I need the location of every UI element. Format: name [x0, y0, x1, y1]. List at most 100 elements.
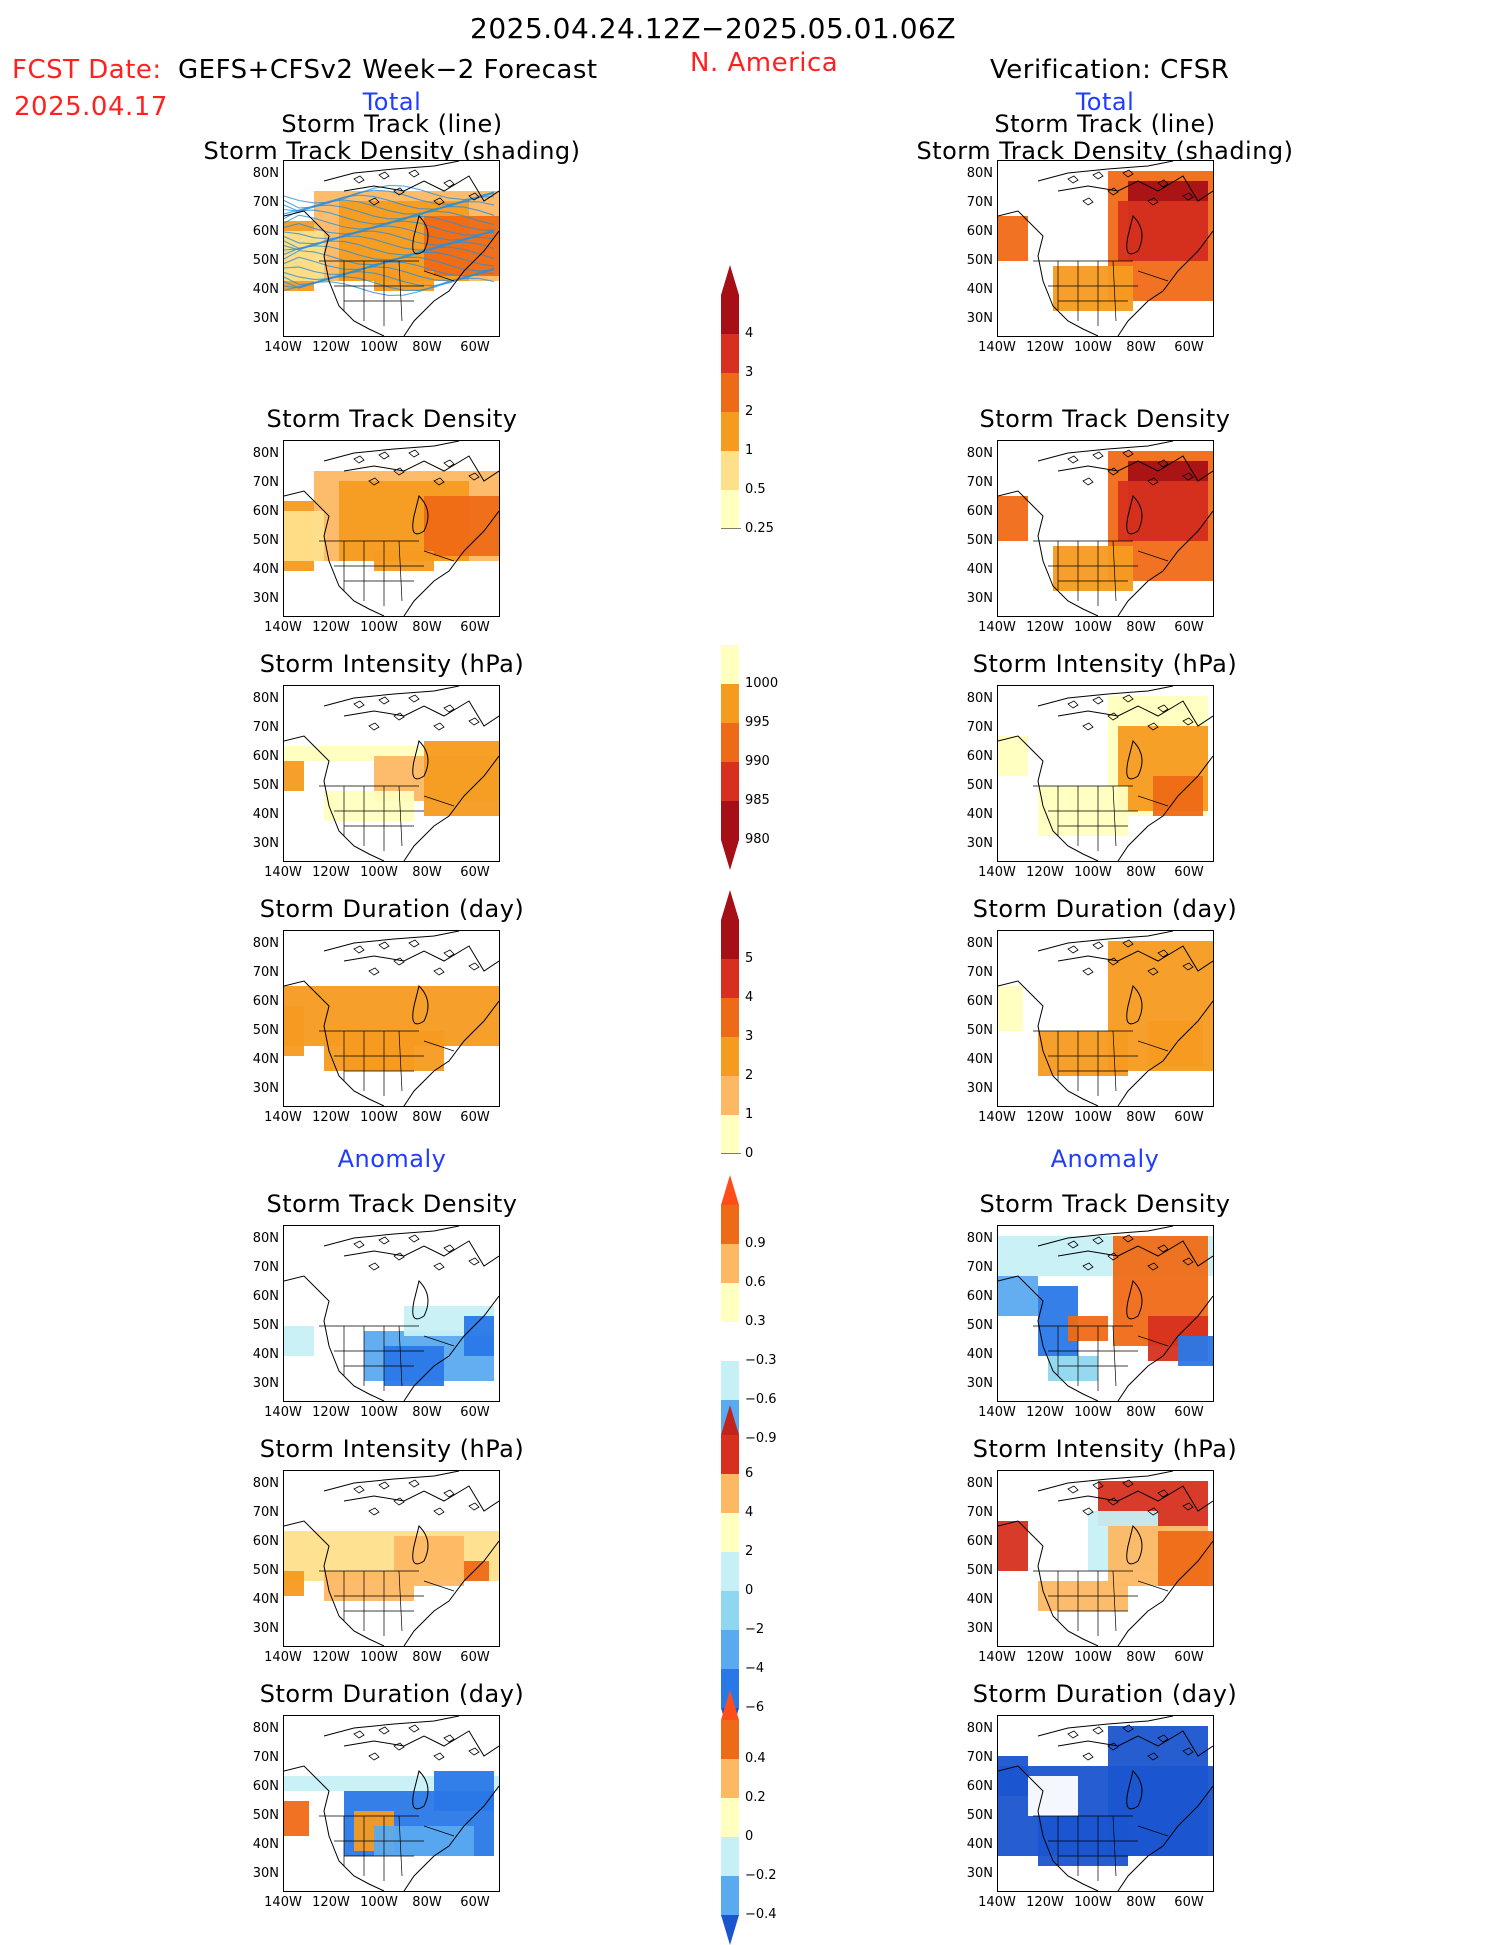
lon-tick-label: 100W [1074, 340, 1112, 355]
storm-track-line [284, 196, 495, 215]
lat-tick-label: 70N [252, 1260, 279, 1275]
shading-cell [324, 791, 414, 821]
lat-tick-label: 40N [252, 807, 279, 822]
lat-tick-label: 80N [966, 446, 993, 461]
lat-tick-label: 70N [252, 720, 279, 735]
island-outline [1182, 472, 1194, 481]
colorbar-tick-label: 0.6 [745, 1275, 766, 1290]
section-anomaly-left: Anomaly [337, 1145, 447, 1173]
storm-track-density-anomaly-forecast-title: Storm Track Density [266, 1190, 518, 1218]
colorbar-segment [721, 1076, 739, 1115]
lon-tick-label: 140W [264, 1110, 302, 1125]
colorbar-segment [721, 1798, 739, 1837]
lon-tick-label: 140W [978, 340, 1016, 355]
lat-tick-label: 60N [252, 749, 279, 764]
section-total-left: Total [362, 88, 422, 116]
lat-tick-label: 70N [966, 720, 993, 735]
island-outline [1082, 197, 1094, 206]
storm-track-density-anomaly-forecast-map [283, 1225, 500, 1402]
lon-tick-label: 100W [360, 1405, 398, 1420]
island-outline [1082, 1752, 1094, 1761]
lat-tick-label: 30N [252, 836, 279, 851]
lon-tick-label: 120W [312, 340, 350, 355]
island-outline [1082, 477, 1094, 486]
island-outline [1157, 1489, 1169, 1498]
island-outline [1067, 945, 1079, 954]
lat-tick-label: 30N [252, 311, 279, 326]
island-outline [1107, 1742, 1119, 1751]
island-outline [393, 187, 405, 196]
colorbar-tick-label: −4 [745, 1661, 765, 1676]
political-borders [319, 1325, 455, 1391]
island-outline [393, 1497, 405, 1506]
lon-tick-label: 60W [460, 620, 490, 635]
lat-tick-label: 50N [252, 1563, 279, 1578]
lat-tick-label: 40N [966, 807, 993, 822]
lat-tick-label: 30N [966, 311, 993, 326]
lon-tick-label: 120W [312, 1110, 350, 1125]
lon-tick-label: 60W [460, 1405, 490, 1420]
lon-tick-label: 80W [412, 620, 442, 635]
island-outline [1147, 967, 1159, 976]
island-outline [353, 1485, 365, 1494]
colorbar-tick-label: 4 [745, 1505, 754, 1520]
shading-cell [1048, 1356, 1098, 1381]
lon-tick-label: 120W [312, 1650, 350, 1665]
lon-tick-label: 60W [1174, 1405, 1204, 1420]
lat-tick-label: 80N [966, 1721, 993, 1736]
lat-tick-label: 60N [252, 504, 279, 519]
island-outline [1107, 957, 1119, 966]
lat-tick-label: 30N [966, 1376, 993, 1391]
lat-tick-label: 50N [966, 533, 993, 548]
colorbar-segment [721, 1244, 739, 1283]
island-outline [1067, 1240, 1079, 1249]
lat-tick-label: 30N [252, 1621, 279, 1636]
shading-cell [284, 1801, 309, 1836]
colorbar-segment [721, 1205, 739, 1244]
storm-track-line [284, 277, 495, 296]
island-outline [353, 1240, 365, 1249]
political-borders [319, 1570, 455, 1636]
map-canvas [998, 931, 1213, 1106]
island-outline [408, 1479, 420, 1488]
island-outline [468, 1257, 480, 1266]
colorbar-tick-label: 985 [745, 793, 770, 808]
island-outline [1157, 1734, 1169, 1743]
island-outline [1147, 1507, 1159, 1516]
political-borders [1033, 1325, 1169, 1391]
lat-tick-label: 30N [966, 591, 993, 606]
colorbar-tick-label: 0.2 [745, 1790, 766, 1805]
lon-tick-label: 100W [360, 865, 398, 880]
lon-tick-label: 80W [1126, 620, 1156, 635]
island-outline [433, 1507, 445, 1516]
colorbar-arrow-top [721, 1175, 739, 1205]
lon-tick-label: 120W [1026, 340, 1064, 355]
colorbar-segment [721, 1115, 739, 1154]
island-outline [1182, 962, 1194, 971]
coastline-outline [998, 1226, 1213, 1401]
island-outline [1082, 1507, 1094, 1516]
lon-tick-label: 140W [264, 620, 302, 635]
island-outline [443, 1244, 455, 1253]
colorbar-tick-label: 0.4 [745, 1751, 766, 1766]
island-outline [368, 1752, 380, 1761]
shading-cell [998, 1521, 1028, 1571]
island-outline [1067, 175, 1079, 184]
lat-tick-label: 80N [966, 1476, 993, 1491]
colorbar-svg [721, 890, 741, 1154]
shading-cell [998, 1276, 1038, 1316]
island-outline [1122, 169, 1134, 178]
lat-tick-label: 30N [966, 836, 993, 851]
lon-tick-label: 60W [1174, 340, 1204, 355]
colorbar-tick-label: −6 [745, 1700, 765, 1715]
island-outline [1122, 1479, 1134, 1488]
island-outline [1082, 722, 1094, 731]
lon-tick-label: 100W [1074, 1650, 1112, 1665]
lon-tick-label: 140W [978, 1405, 1016, 1420]
political-borders [1033, 1570, 1169, 1636]
political-borders [319, 260, 455, 326]
island-outline [1107, 1497, 1119, 1506]
lat-tick-label: 30N [966, 1866, 993, 1881]
political-borders [319, 1030, 455, 1096]
coastline-outline [284, 441, 499, 616]
